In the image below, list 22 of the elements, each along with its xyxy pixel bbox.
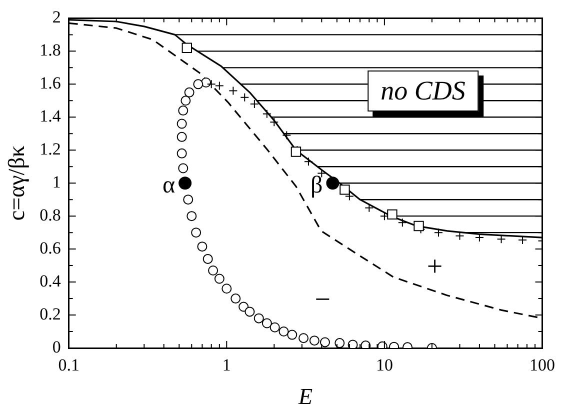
series-label: β xyxy=(310,172,323,198)
y-tick-label: 0.2 xyxy=(40,304,61,324)
annotation: + xyxy=(426,252,443,283)
y-tick-label: 1.4 xyxy=(40,106,62,126)
y-tick-label: 1.8 xyxy=(40,40,61,60)
y-tick-label: 1.6 xyxy=(40,74,61,93)
x-tick-label: 10 xyxy=(376,356,393,375)
y-tick-label: 0 xyxy=(52,337,61,356)
y-tick-label: 1 xyxy=(52,172,61,192)
y-tick-label: 0.4 xyxy=(40,272,62,291)
y-tick-label: 0.8 xyxy=(40,206,61,225)
series-label: α xyxy=(162,172,176,198)
y-tick-label: 2 xyxy=(52,8,61,27)
x-axis-title: E xyxy=(298,384,313,410)
y-tick-label: 1.2 xyxy=(40,140,61,159)
annotation: no CDS xyxy=(368,70,478,112)
x-tick-label: 0.1 xyxy=(58,356,80,375)
x-tick-label: 100 xyxy=(530,356,555,375)
y-tick-label: 0.6 xyxy=(40,238,61,258)
x-tick-label: 1 xyxy=(222,356,231,375)
annotation: − xyxy=(314,284,330,316)
y-axis-title: c=αγ/βκ xyxy=(4,145,29,221)
